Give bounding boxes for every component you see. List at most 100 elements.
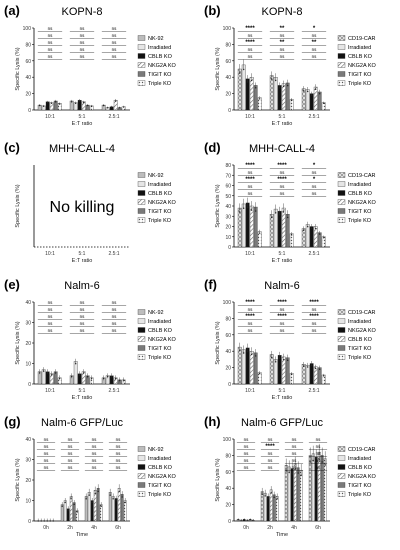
significance-label: ns — [248, 191, 254, 196]
y-tick-label: 100 — [23, 26, 32, 32]
data-point — [318, 458, 320, 460]
data-point — [75, 102, 77, 105]
data-point — [94, 492, 96, 495]
legend-label: CD19-CAR — [348, 310, 376, 316]
bar — [301, 364, 306, 385]
x-tick-label: 5:1 — [279, 114, 286, 120]
y-tick-label: 80 — [25, 42, 31, 48]
significance-label: ns — [268, 465, 274, 470]
legend-swatch — [337, 199, 346, 205]
data-point — [59, 377, 61, 380]
significance-label: ns — [80, 47, 86, 52]
bar — [241, 203, 246, 248]
significance-label: ns — [80, 300, 86, 305]
legend-label: Triple KO — [348, 218, 372, 224]
data-point — [239, 350, 241, 352]
panel-f: (f) Nalm-6 0 20 40 60 80 100 Specific Lysis (%) 1… — [204, 277, 377, 401]
significance-label: ns — [80, 33, 86, 38]
significance-label: ns — [44, 458, 50, 463]
bar — [313, 226, 318, 248]
legend-label: NKG2A KO — [148, 474, 177, 480]
legend-label: CBLB KO — [348, 465, 373, 471]
significance-label: **** — [277, 177, 287, 183]
bar — [241, 64, 246, 111]
significance-label: ns — [112, 47, 118, 52]
data-point — [39, 372, 41, 374]
significance-label: ns — [248, 328, 254, 333]
significance-label: ns — [112, 307, 118, 312]
legend-swatch — [137, 208, 146, 214]
legend-label: Irradiated — [348, 182, 371, 188]
x-tick-label: 2.5:1 — [308, 114, 319, 120]
x-tick-label: 5:1 — [279, 251, 286, 257]
significance-label: * — [313, 26, 316, 32]
y-tick-label: 60 — [225, 333, 231, 339]
data-point — [123, 379, 125, 382]
significance-label: ns — [68, 444, 74, 449]
data-point — [307, 226, 309, 228]
legend-swatch — [137, 482, 146, 488]
data-point — [87, 104, 89, 107]
data-point — [243, 518, 245, 521]
bar — [241, 349, 246, 385]
y-tick-label: 100 — [223, 26, 232, 32]
significance-label: ns — [248, 321, 254, 326]
legend-swatch — [337, 336, 346, 342]
significance-label: **** — [309, 314, 319, 320]
x-tick-label: 4h — [291, 525, 297, 531]
data-point — [287, 216, 289, 219]
significance-label: ns — [80, 54, 86, 59]
data-point — [43, 105, 45, 108]
significance-label: ns — [48, 300, 54, 305]
data-point — [283, 211, 285, 213]
legend-label: Triple KO — [148, 81, 172, 87]
chart-title: Nalm-6 GFP/Luc — [241, 417, 323, 429]
data-point — [323, 375, 325, 377]
data-point — [100, 505, 102, 507]
legend-label: CD19-CAR — [348, 173, 376, 179]
y-tick-label: 20 — [225, 225, 231, 231]
legend-swatch — [337, 44, 346, 50]
legend-swatch — [137, 446, 146, 452]
data-point — [243, 207, 245, 209]
significance-label: ns — [248, 54, 254, 59]
bar — [114, 498, 118, 522]
y-tick-label: 40 — [225, 75, 231, 81]
bar — [84, 496, 88, 522]
legend-label: NKG2A KO — [348, 474, 377, 480]
significance-label: ns — [112, 328, 118, 333]
legend-label: CBLB KO — [348, 54, 373, 60]
data-point — [75, 363, 77, 365]
x-axis-label: E:T ratio — [72, 258, 93, 264]
legend-label: Triple KO — [148, 355, 172, 361]
panel-b: (b) KOPN-8 0 20 40 60 80 100 Specific Lysis (%) 1… — [204, 3, 377, 127]
x-tick-label: 5:1 — [79, 114, 86, 120]
bar — [281, 356, 286, 385]
bar — [253, 85, 258, 111]
data-point — [323, 102, 325, 105]
data-point — [319, 233, 321, 235]
significance-label: ns — [312, 170, 318, 175]
legend-label: NKG2A KO — [348, 200, 377, 206]
y-tick-label: 0 — [28, 382, 31, 388]
significance-label: ns — [316, 465, 322, 470]
legend-label: CBLB KO — [148, 54, 173, 60]
legend-swatch — [337, 491, 346, 497]
bar — [296, 467, 300, 522]
data-point — [255, 355, 257, 357]
y-tick-label: 60 — [225, 184, 231, 190]
y-tick-label: 0 — [228, 108, 231, 114]
legend-swatch — [137, 172, 146, 178]
y-tick-label: 20 — [225, 366, 231, 372]
significance-label: ns — [312, 307, 318, 312]
data-point — [287, 359, 289, 362]
panel-e: (e) Nalm-6 0 10 20 30 40 Specific Lysis (%) 10:1… — [4, 277, 177, 401]
data-point — [40, 520, 42, 522]
y-tick-label: 20 — [25, 341, 31, 347]
y-tick-label: 30 — [25, 458, 31, 464]
x-axis-label: E:T ratio — [72, 121, 93, 127]
significance-label: ns — [280, 184, 286, 189]
x-tick-label: 2h — [67, 525, 73, 531]
significance-label: ns — [292, 465, 298, 470]
